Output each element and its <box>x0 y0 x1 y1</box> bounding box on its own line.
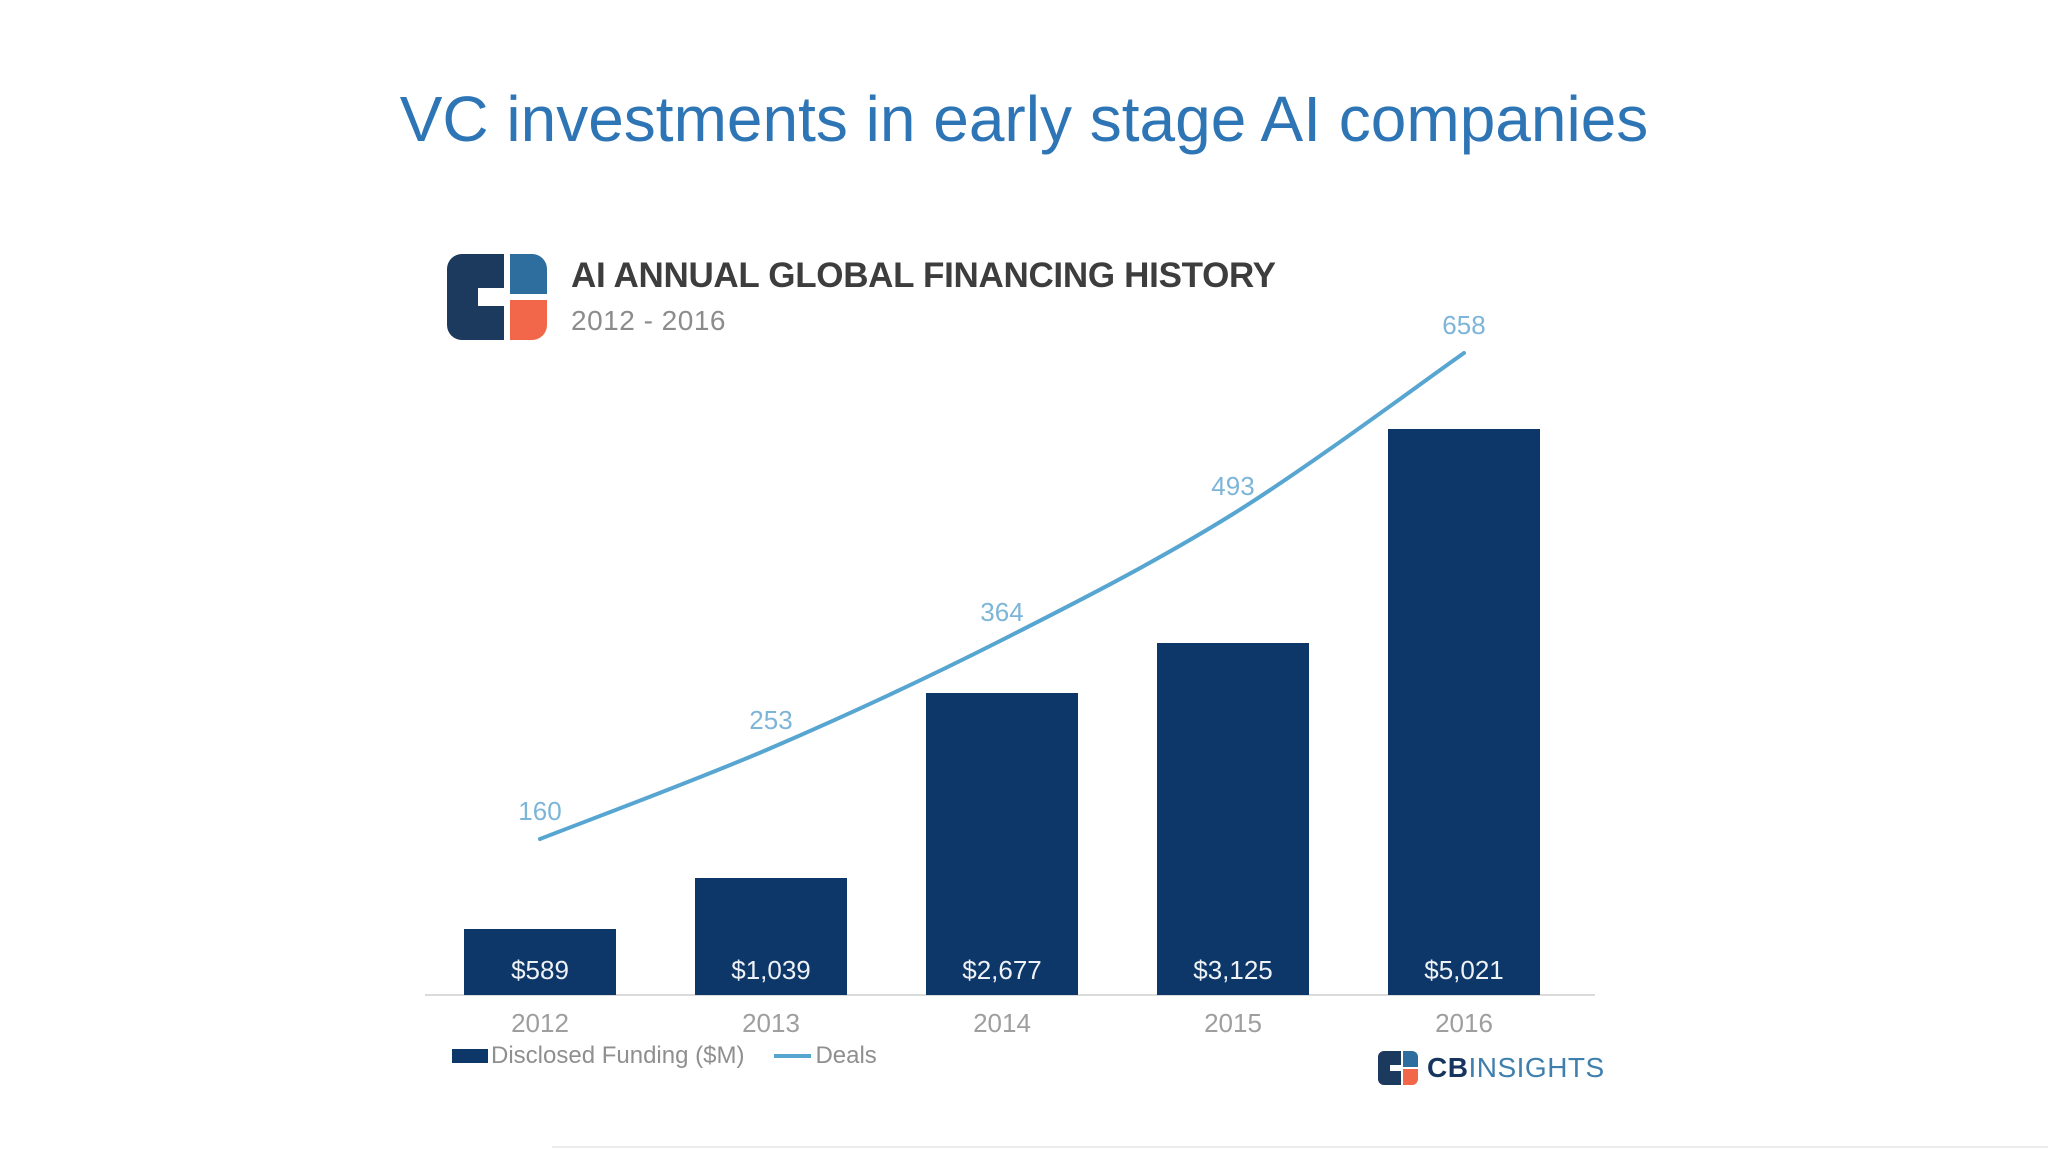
funding-legend-label: Disclosed Funding ($M) <box>491 1042 745 1069</box>
chart-legend: Disclosed Funding ($M) Deals <box>452 1040 877 1072</box>
wordmark-insights: INSIGHTS <box>1468 1052 1605 1083</box>
funding-bar-2016: $5,021 <box>1388 429 1540 995</box>
logo-navy-block <box>1378 1051 1401 1085</box>
chart-title: AI ANNUAL GLOBAL FINANCING HISTORY <box>571 256 1276 295</box>
x-axis-label-2016: 2016 <box>1435 1008 1493 1038</box>
deals-value-label: 160 <box>518 796 562 826</box>
deals-value-label: 253 <box>749 705 793 735</box>
funding-value-label: $3,125 <box>1193 955 1273 985</box>
funding-value-label: $5,021 <box>1424 955 1504 985</box>
chart-header: AI ANNUAL GLOBAL FINANCING HISTORY 2012 … <box>447 254 1276 340</box>
logo-notch <box>1390 1064 1401 1072</box>
funding-bar-2012: $589 <box>464 929 616 995</box>
deals-value-label: 364 <box>980 597 1024 627</box>
logo-notch <box>478 288 504 306</box>
funding-bar-2015: $3,125 <box>1157 643 1309 995</box>
logo-blue-cell <box>1403 1051 1418 1067</box>
cbinsights-logo-icon <box>447 254 547 340</box>
bottom-edge-line <box>552 1146 2048 1148</box>
cbinsights-footer-logo: CBINSIGHTS <box>1378 1051 1605 1085</box>
deals-line <box>538 351 1466 841</box>
funding-value-label: $1,039 <box>731 955 811 985</box>
deals-value-label: 658 <box>1442 310 1486 340</box>
logo-blue-cell <box>510 254 547 295</box>
funding-bar-2014: $2,677 <box>926 693 1078 995</box>
x-axis-line <box>425 994 1595 996</box>
cbinsights-logo-icon <box>1378 1051 1418 1085</box>
x-axis-label-2014: 2014 <box>973 1008 1031 1038</box>
funding-bar-2013: $1,039 <box>695 878 847 995</box>
wordmark-cb: CB <box>1427 1052 1469 1083</box>
deals-value-label: 493 <box>1211 471 1255 501</box>
funding-legend-swatch <box>452 1049 488 1063</box>
x-axis-label-2015: 2015 <box>1204 1008 1262 1038</box>
x-axis-label-2012: 2012 <box>511 1008 569 1038</box>
deals-legend-swatch <box>774 1054 812 1058</box>
logo-orange-cell <box>1403 1069 1418 1085</box>
slide-title: VC investments in early stage AI compani… <box>399 83 1649 155</box>
logo-orange-cell <box>510 299 547 340</box>
x-axis-label-2013: 2013 <box>742 1008 800 1038</box>
chart-titles: AI ANNUAL GLOBAL FINANCING HISTORY 2012 … <box>571 254 1276 337</box>
funding-value-label: $2,677 <box>962 955 1042 985</box>
deals-legend-label: Deals <box>815 1042 877 1069</box>
chart-subtitle: 2012 - 2016 <box>571 305 726 336</box>
cbinsights-wordmark: CBINSIGHTS <box>1427 1052 1605 1084</box>
funding-value-label: $589 <box>511 955 569 985</box>
